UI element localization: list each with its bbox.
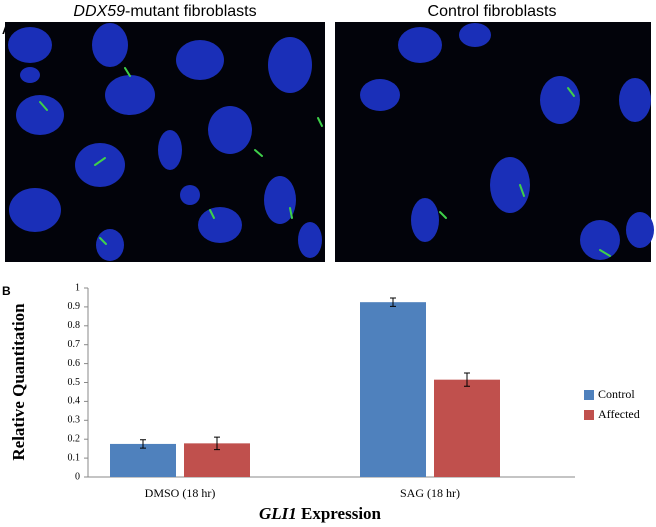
image-title: DDX59-mutant fibroblasts: [73, 3, 256, 20]
y-tick-label: 0.1: [68, 452, 81, 463]
x-axis-title: GLI1 Expression: [259, 504, 382, 523]
y-tick-label: 0.3: [68, 415, 81, 426]
y-tick-label: 0.4: [68, 396, 81, 407]
error-bar: [464, 372, 470, 387]
bar: [434, 379, 500, 477]
y-tick-label: 0.8: [68, 320, 81, 331]
legend-swatch: [584, 390, 594, 400]
legend-label: Control: [598, 387, 635, 401]
x-axis-rest: Expression: [297, 504, 382, 523]
y-tick-label: 1: [75, 282, 80, 293]
error-bar: [140, 439, 146, 449]
y-tick-label: 0.6: [68, 358, 81, 369]
error-bar: [214, 436, 220, 451]
micrograph: [335, 22, 654, 262]
legend-swatch: [584, 410, 594, 420]
image-title: Control fibroblasts: [428, 3, 557, 20]
y-axis-title: Relative Quantitation: [9, 303, 28, 461]
y-tick-label: 0.5: [68, 377, 81, 388]
legend-label: Affected: [598, 407, 640, 421]
bar: [110, 443, 176, 477]
micrograph: [5, 22, 325, 262]
bar: [360, 302, 426, 477]
y-tick-label: 0.7: [68, 339, 81, 350]
y-tick-label: 0.2: [68, 433, 81, 444]
panel-label: B: [2, 284, 11, 298]
x-tick-label: DMSO (18 hr): [145, 486, 216, 500]
y-tick-label: 0: [75, 471, 80, 482]
title-rest: -mutant fibroblasts: [125, 3, 257, 20]
x-tick-label: SAG (18 hr): [400, 486, 460, 500]
title-gene: DDX59: [73, 3, 125, 20]
error-bar: [390, 297, 396, 307]
x-axis-gene: GLI1: [259, 504, 297, 523]
y-tick-label: 0.9: [68, 301, 81, 312]
